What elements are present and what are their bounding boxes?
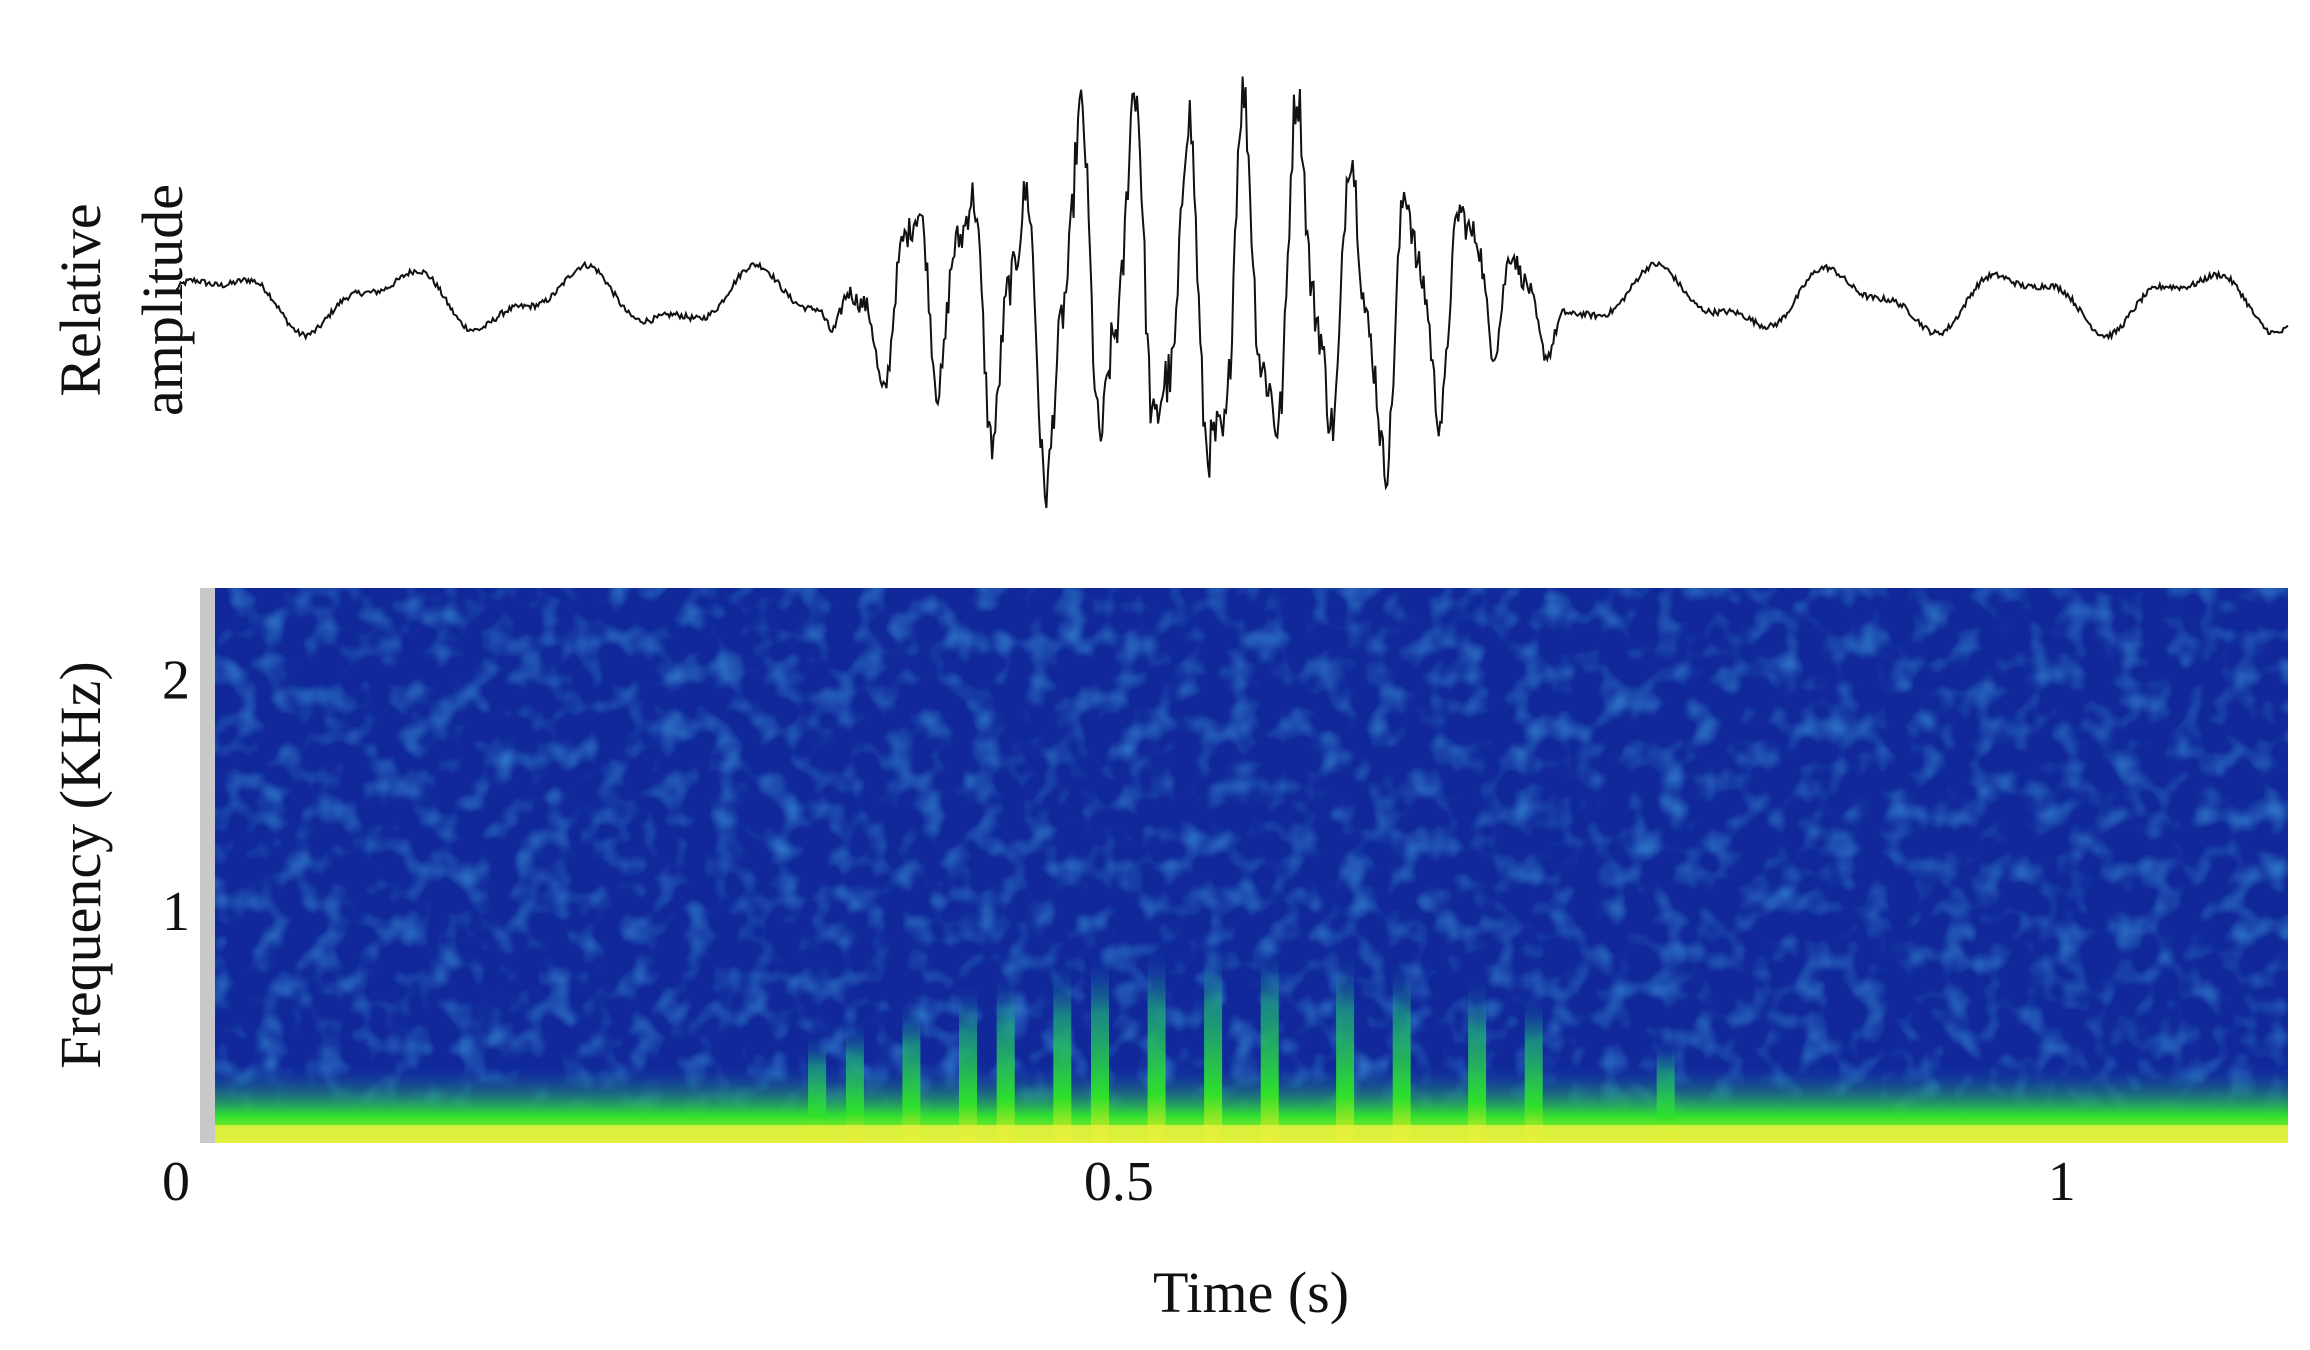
harmonic-stripe — [1147, 949, 1166, 1143]
harmonic-stripe — [1336, 954, 1355, 1143]
x-tick-label: 0 — [162, 1151, 190, 1213]
harmonic-stripe — [1260, 947, 1279, 1143]
spectrogram-baseline — [215, 1125, 2288, 1143]
waveform-ylabel-line1: Relative — [48, 203, 113, 396]
harmonic-stripe — [1392, 963, 1411, 1143]
harmonic-stripe — [1468, 980, 1487, 1143]
spectrogram-left-edge — [200, 588, 215, 1143]
harmonic-stripe — [902, 1002, 921, 1143]
x-tick-label: 1 — [2048, 1151, 2076, 1213]
spectrogram-panel: Frequency (KHz) 12 0 0.5 1 Time (s) — [48, 588, 2288, 1325]
waveform-trace — [175, 76, 2289, 509]
harmonic-stripe — [845, 1021, 864, 1143]
x-tick-labels: 0 0.5 1 — [162, 1151, 2076, 1213]
waveform-panel: Relative amplitude — [48, 76, 2289, 509]
x-tick-label: 0.5 — [1084, 1151, 1154, 1213]
spectrogram-noise — [215, 588, 2288, 1143]
y-tick-label: 1 — [162, 881, 190, 943]
y-tick-labels: 12 — [162, 650, 190, 943]
harmonic-stripe — [959, 985, 977, 1143]
y-tick-label: 2 — [162, 650, 190, 712]
spectrogram-ylabel: Frequency (KHz) — [48, 661, 113, 1068]
waveform-ylabel-line2: amplitude — [130, 184, 195, 416]
x-axis-title: Time (s) — [1153, 1260, 1349, 1325]
harmonic-stripe — [1204, 946, 1223, 1143]
harmonic-stripe — [996, 975, 1015, 1143]
harmonic-stripes — [808, 946, 1675, 1143]
harmonic-stripe — [1524, 996, 1543, 1143]
harmonic-stripe — [1053, 963, 1072, 1143]
harmonic-stripe — [1091, 956, 1109, 1143]
harmonic-stripe — [808, 1034, 827, 1143]
harmonic-stripe — [1656, 1041, 1675, 1143]
